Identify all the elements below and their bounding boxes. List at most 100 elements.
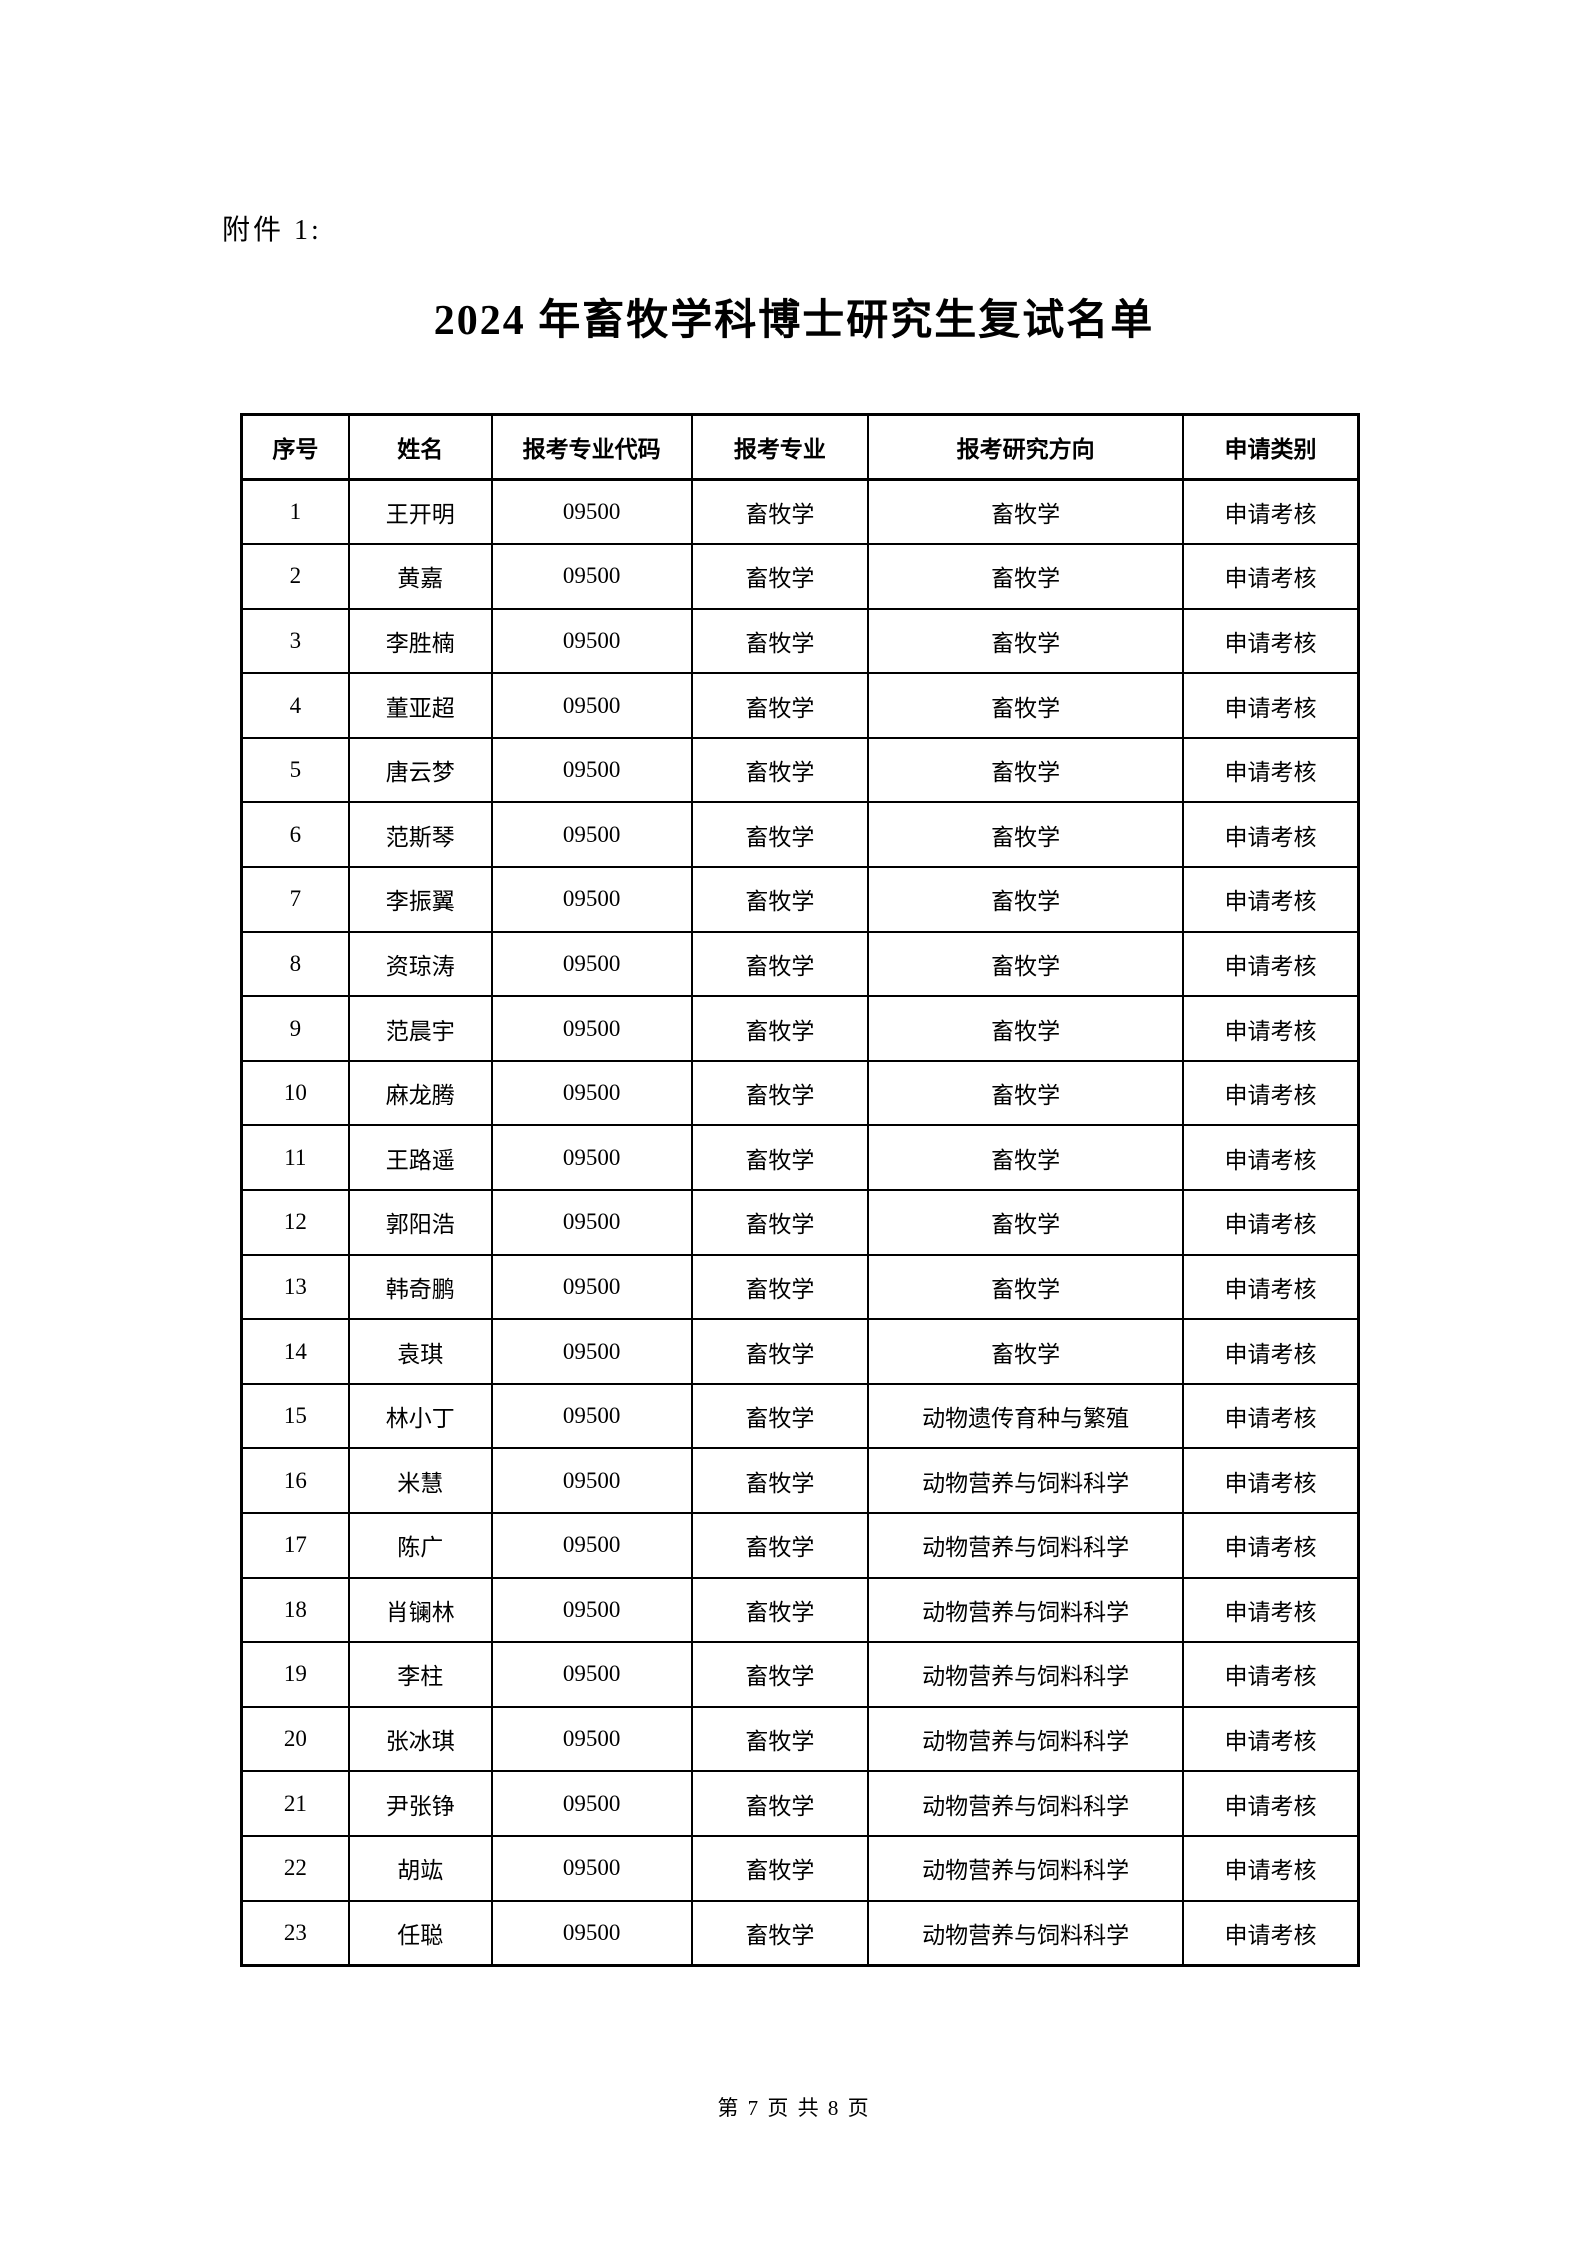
cell-major-code: 09500	[490, 866, 693, 933]
cell-name: 范晨宇	[347, 995, 493, 1062]
cell-name: 张冰琪	[347, 1705, 493, 1773]
cell-application-category: 申请考核	[1182, 1512, 1360, 1579]
cell-index: 16	[240, 1447, 350, 1514]
cell-major: 畜牧学	[690, 866, 870, 933]
cell-index: 19	[240, 1641, 350, 1708]
cell-name: 王开明	[347, 478, 493, 546]
cell-major: 畜牧学	[690, 1124, 870, 1192]
cell-name: 黄嘉	[347, 543, 493, 610]
cell-research-direction: 动物营养与饲料科学	[867, 1447, 1185, 1514]
table-row: 22 胡竑 09500 畜牧学 动物营养与饲料科学 申请考核	[240, 1834, 1360, 1902]
cell-application-category: 申请考核	[1182, 1189, 1360, 1256]
cell-application-category: 申请考核	[1182, 1770, 1360, 1837]
cell-index: 13	[240, 1253, 350, 1321]
cell-research-direction: 动物营养与饲料科学	[867, 1705, 1185, 1773]
cell-application-category: 申请考核	[1182, 736, 1360, 804]
cell-major-code: 09500	[490, 1382, 693, 1450]
cell-name: 肖镧林	[347, 1576, 493, 1644]
cell-index: 4	[240, 672, 350, 739]
cell-application-category: 申请考核	[1182, 1124, 1360, 1192]
candidate-roster-table: 序号 姓名 报考专业代码 报考专业 报考研究方向 申请类别 1 王开明 09500 畜…	[240, 413, 1360, 1967]
cell-index: 17	[240, 1512, 350, 1579]
cell-application-category: 申请考核	[1182, 1382, 1360, 1450]
cell-name: 董亚超	[347, 672, 493, 739]
cell-research-direction: 畜牧学	[867, 672, 1185, 739]
cell-application-category: 申请考核	[1182, 1253, 1360, 1321]
cell-major: 畜牧学	[690, 1770, 870, 1837]
table-row: 13 韩奇鹏 09500 畜牧学 畜牧学 申请考核	[240, 1253, 1360, 1321]
cell-major: 畜牧学	[690, 478, 870, 546]
cell-name: 郭阳浩	[347, 1189, 493, 1256]
cell-research-direction: 畜牧学	[867, 930, 1185, 998]
cell-index: 21	[240, 1770, 350, 1837]
cell-major-code: 09500	[490, 995, 693, 1062]
col-header-major: 报考专业	[690, 413, 870, 481]
cell-index: 9	[240, 995, 350, 1062]
cell-major-code: 09500	[490, 607, 693, 675]
cell-name: 胡竑	[347, 1834, 493, 1902]
cell-application-category: 申请考核	[1182, 1899, 1360, 1967]
cell-application-category: 申请考核	[1182, 1059, 1360, 1127]
cell-index: 6	[240, 801, 350, 869]
cell-major: 畜牧学	[690, 1641, 870, 1708]
page-number: 第 7 页 共 8 页	[717, 2096, 871, 2120]
cell-major-code: 09500	[490, 1641, 693, 1708]
cell-major: 畜牧学	[690, 1447, 870, 1514]
cell-name: 袁琪	[347, 1318, 493, 1385]
cell-name: 韩奇鹏	[347, 1253, 493, 1321]
cell-research-direction: 畜牧学	[867, 1124, 1185, 1192]
cell-major-code: 09500	[490, 736, 693, 804]
table-row: 10 麻龙腾 09500 畜牧学 畜牧学 申请考核	[240, 1059, 1360, 1127]
cell-major: 畜牧学	[690, 1705, 870, 1773]
cell-major-code: 09500	[490, 1705, 693, 1773]
cell-major-code: 09500	[490, 1512, 693, 1579]
cell-major-code: 09500	[490, 930, 693, 998]
cell-major: 畜牧学	[690, 1512, 870, 1579]
cell-major-code: 09500	[490, 1770, 693, 1837]
cell-name: 任聪	[347, 1899, 493, 1967]
cell-research-direction: 畜牧学	[867, 543, 1185, 610]
table-row: 7 李振翼 09500 畜牧学 畜牧学 申请考核	[240, 866, 1360, 933]
col-header-index: 序号	[240, 413, 350, 481]
cell-research-direction: 畜牧学	[867, 1189, 1185, 1256]
cell-research-direction: 动物营养与饲料科学	[867, 1770, 1185, 1837]
table-row: 2 黄嘉 09500 畜牧学 畜牧学 申请考核	[240, 543, 1360, 610]
cell-index: 15	[240, 1382, 350, 1450]
cell-application-category: 申请考核	[1182, 1318, 1360, 1385]
cell-application-category: 申请考核	[1182, 995, 1360, 1062]
cell-name: 王路遥	[347, 1124, 493, 1192]
cell-index: 8	[240, 930, 350, 998]
table-row: 19 李柱 09500 畜牧学 动物营养与饲料科学 申请考核	[240, 1641, 1360, 1708]
table-row: 14 袁琪 09500 畜牧学 畜牧学 申请考核	[240, 1318, 1360, 1385]
cell-index: 22	[240, 1834, 350, 1902]
cell-major: 畜牧学	[690, 1189, 870, 1256]
table-row: 1 王开明 09500 畜牧学 畜牧学 申请考核	[240, 478, 1360, 546]
cell-index: 10	[240, 1059, 350, 1127]
cell-major-code: 09500	[490, 1834, 693, 1902]
table-row: 16 米慧 09500 畜牧学 动物营养与饲料科学 申请考核	[240, 1447, 1360, 1514]
cell-index: 14	[240, 1318, 350, 1385]
table-row: 21 尹张铮 09500 畜牧学 动物营养与饲料科学 申请考核	[240, 1770, 1360, 1837]
cell-name: 陈广	[347, 1512, 493, 1579]
cell-application-category: 申请考核	[1182, 1576, 1360, 1644]
table-row: 8 资琼涛 09500 畜牧学 畜牧学 申请考核	[240, 930, 1360, 998]
cell-major-code: 09500	[490, 1189, 693, 1256]
table-row: 12 郭阳浩 09500 畜牧学 畜牧学 申请考核	[240, 1189, 1360, 1256]
cell-name: 李柱	[347, 1641, 493, 1708]
cell-major: 畜牧学	[690, 1253, 870, 1321]
col-header-name: 姓名	[347, 413, 493, 481]
table-row: 6 范斯琴 09500 畜牧学 畜牧学 申请考核	[240, 801, 1360, 869]
cell-major: 畜牧学	[690, 736, 870, 804]
cell-name: 尹张铮	[347, 1770, 493, 1837]
col-header-research-direction: 报考研究方向	[867, 413, 1185, 481]
cell-major: 畜牧学	[690, 543, 870, 610]
table-row: 3 李胜楠 09500 畜牧学 畜牧学 申请考核	[240, 607, 1360, 675]
cell-major-code: 09500	[490, 1124, 693, 1192]
table-row: 18 肖镧林 09500 畜牧学 动物营养与饲料科学 申请考核	[240, 1576, 1360, 1644]
cell-research-direction: 畜牧学	[867, 801, 1185, 869]
col-header-application-category: 申请类别	[1182, 413, 1360, 481]
table-row: 5 唐云梦 09500 畜牧学 畜牧学 申请考核	[240, 736, 1360, 804]
cell-research-direction: 畜牧学	[867, 866, 1185, 933]
cell-name: 资琼涛	[347, 930, 493, 998]
